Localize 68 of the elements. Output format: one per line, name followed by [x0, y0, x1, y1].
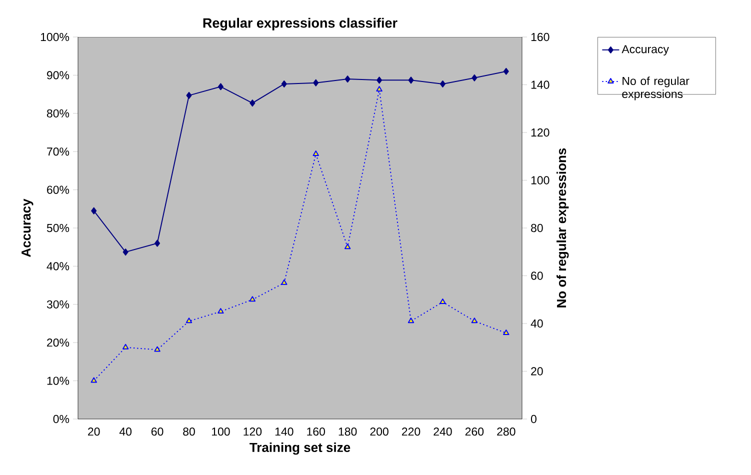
point: [472, 74, 478, 82]
point: [376, 76, 382, 84]
point: [503, 330, 510, 336]
point: [186, 92, 192, 99]
chart-title: Regular expressions classifier: [203, 18, 398, 30]
point: [154, 240, 160, 247]
point: [281, 279, 288, 285]
y-axis-title: Accuracy: [22, 198, 34, 257]
point: [218, 83, 224, 90]
x-tick-label: 260: [465, 428, 484, 436]
point: [91, 207, 97, 214]
point: [218, 308, 224, 314]
x-tick-label: 80: [183, 428, 195, 436]
point: [122, 248, 128, 256]
y-tick-label: 30%: [46, 300, 70, 308]
y-tick-label: 70%: [47, 148, 70, 156]
y-tick-label: 90%: [47, 71, 70, 80]
y2-tick-label: 140: [531, 80, 550, 89]
point: [312, 150, 319, 156]
y2-tick-label: 160: [531, 32, 550, 42]
x-tick-label: 40: [119, 428, 132, 436]
point: [281, 80, 287, 88]
y-tick-label: 50%: [46, 224, 70, 232]
point: [90, 377, 97, 383]
x-tick-label: 20: [88, 428, 100, 436]
x-tick-label: 180: [338, 428, 357, 436]
x-tick-label: 140: [275, 428, 294, 436]
y2-tick-label: 40: [530, 319, 543, 328]
point: [376, 86, 382, 92]
x-tick-label: 60: [151, 428, 164, 436]
y2-tick-label: 20: [531, 367, 543, 376]
y-tick-label: 20%: [47, 338, 70, 347]
point: [186, 318, 192, 324]
point: [440, 80, 446, 88]
y-tick-label: 100%: [40, 32, 70, 42]
point: [250, 100, 256, 107]
y2-tick-label: 0: [530, 414, 536, 424]
y2-tick-label: 80: [531, 224, 543, 232]
point: [249, 296, 256, 302]
x-tick-label: 100: [212, 428, 230, 436]
x-tick-label: 220: [402, 428, 420, 436]
point: [344, 244, 351, 250]
legend-label: Accuracy: [622, 45, 669, 56]
point: [313, 79, 319, 86]
x-tick-label: 120: [244, 428, 262, 436]
legend-label: No of regular expressions: [622, 76, 690, 100]
y2-tick-label: 120: [531, 128, 550, 137]
y2-tick-label: 60: [531, 272, 543, 280]
y-tick-label: 80%: [46, 109, 70, 118]
y-tick-label: 60%: [47, 186, 70, 194]
point: [344, 76, 350, 83]
point: [154, 346, 160, 352]
point: [122, 344, 129, 350]
y-tick-label: 10%: [47, 376, 70, 385]
y-tick-label: 40%: [46, 262, 70, 270]
y-tick-label: 0%: [53, 414, 70, 424]
point: [440, 298, 446, 304]
x-tick-label: 200: [370, 428, 388, 436]
x-axis-title: Training set size: [250, 442, 350, 455]
x-tick-label: 240: [434, 428, 452, 436]
y2-axis-title: No of regular expressions: [556, 148, 569, 308]
point: [503, 68, 509, 75]
point: [408, 76, 414, 84]
point: [471, 318, 478, 324]
y2-tick-label: 100: [531, 176, 550, 184]
x-tick-label: 280: [497, 428, 516, 436]
point: [408, 318, 414, 324]
x-tick-label: 160: [307, 428, 326, 436]
